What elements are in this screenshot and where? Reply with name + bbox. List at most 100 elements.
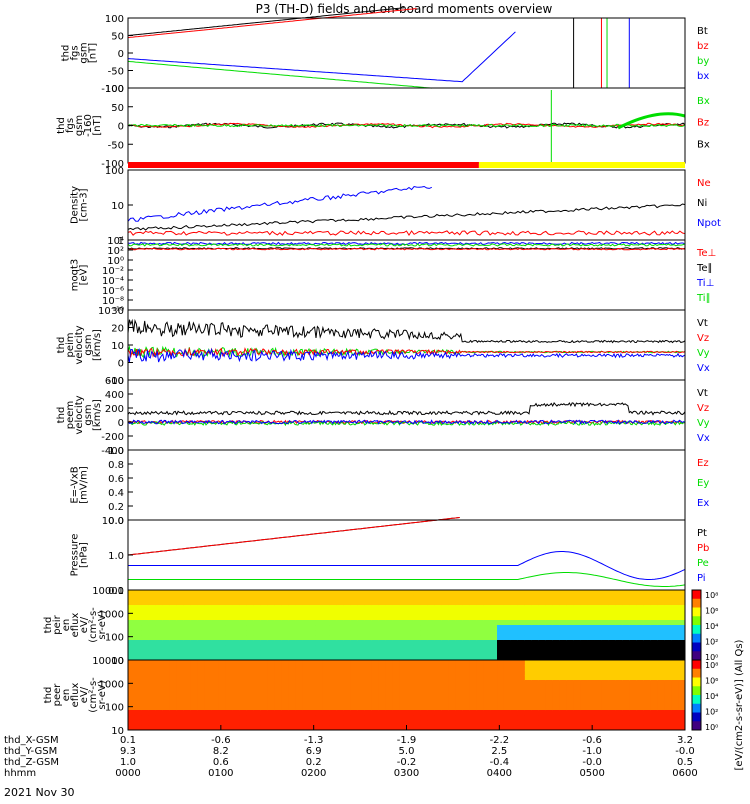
spectrogram-cell: [552, 690, 561, 696]
spectrogram-cell: [253, 675, 261, 681]
panel-temp-content: [127, 241, 686, 251]
spectrogram-cell: [531, 660, 540, 666]
spectrogram-cell: [629, 635, 637, 641]
spectrogram-cell: [350, 665, 359, 671]
spectrogram-cell: [566, 645, 575, 651]
spectrogram-cell: [128, 715, 136, 721]
spectrogram-cell: [566, 695, 575, 701]
spectrogram-cell: [399, 655, 407, 661]
spectrogram-cell: [406, 630, 414, 636]
spectrogram-cell: [218, 705, 226, 711]
spectrogram-cell: [483, 690, 491, 696]
spectrogram-cell: [448, 635, 456, 641]
spectrogram-cell: [336, 640, 345, 646]
spectrogram-cell: [134, 635, 143, 641]
spectrogram-cell: [204, 650, 213, 656]
spectrogram-cell: [580, 635, 589, 641]
spectrogram-cell: [678, 595, 686, 601]
spectrogram-cell: [246, 690, 254, 696]
spectrogram-cell: [650, 725, 658, 731]
spectrogram-cell: [608, 695, 616, 701]
spectrogram-cell: [455, 690, 463, 696]
spectrogram-cell: [329, 670, 338, 676]
spectrogram-cell: [497, 710, 505, 716]
spectrogram-cell: [678, 645, 686, 651]
spectrogram-cell: [490, 715, 498, 721]
spectrogram-cell: [427, 625, 435, 631]
spectrogram-cell: [267, 655, 275, 661]
spectrogram-cell: [622, 705, 630, 711]
spectrogram-cell: [434, 640, 442, 646]
y-tick-label: 100: [105, 14, 124, 25]
spectrogram-cell: [503, 670, 512, 676]
spectrogram-cell: [204, 710, 213, 716]
x-axis-row-label: thd_Y-GSM: [4, 746, 57, 757]
y-tick-label: 1: [118, 236, 124, 247]
spectrogram-cell: [531, 725, 540, 731]
spectrogram-cell: [552, 695, 561, 701]
spectrogram-cell: [141, 720, 150, 726]
spectrogram-cell: [413, 635, 421, 641]
spectrogram-cell: [274, 705, 282, 711]
spectrogram-cell: [239, 610, 247, 616]
spectrogram-cell: [657, 720, 665, 726]
spectrogram-cell: [204, 610, 213, 616]
spectrogram-cell: [288, 675, 296, 681]
spectrogram-cell: [469, 620, 477, 626]
spectrogram-cell: [218, 635, 226, 641]
spectrogram-cell: [671, 640, 679, 646]
spectrogram-cell: [629, 670, 637, 676]
spectrogram-cell: [295, 660, 303, 666]
spectrogram-cell: [406, 610, 414, 616]
spectrogram-cell: [657, 685, 665, 691]
spectrogram-cell: [490, 685, 498, 691]
x-axis-value: 0500: [579, 768, 604, 779]
spectrogram-cell: [559, 690, 568, 696]
spectrogram-cell: [253, 725, 261, 731]
spectrogram-cell: [552, 615, 561, 621]
spectrogram-cell: [357, 705, 366, 711]
x-axis-row-label: hhmm: [4, 768, 36, 779]
spectrogram-cell: [615, 645, 623, 651]
y-axis-label: (cm²-s-: [88, 607, 99, 643]
spectrogram-cell: [288, 720, 296, 726]
spectrogram-cell: [420, 660, 428, 666]
spectrogram-cell: [664, 720, 672, 726]
spectrogram-cell: [434, 605, 442, 611]
spectrogram-cell: [441, 700, 449, 706]
y-tick-label: 100: [105, 703, 124, 714]
spectrogram-cell: [225, 700, 233, 706]
spectrogram-cell: [399, 680, 407, 686]
spectrogram-cell: [218, 590, 226, 596]
spectrogram-cell: [406, 695, 414, 701]
spectrogram-cell: [490, 595, 498, 601]
spectrogram-cell: [580, 670, 589, 676]
spectrogram-cell: [211, 660, 220, 666]
spectrogram-cell: [601, 640, 609, 646]
spectrogram-cell: [420, 590, 428, 596]
spectrogram-cell: [650, 640, 658, 646]
spectrogram-cell: [469, 725, 477, 731]
spectrogram-cell: [392, 670, 401, 676]
spectrogram-cell: [239, 605, 247, 611]
x-axis-value: 6.9: [306, 746, 322, 757]
panels: 100500-50-100thdfgsgsm[nT]Btbzbybx100500…: [43, 7, 721, 737]
spectrogram-cell: [295, 620, 303, 626]
spectrogram-cell: [420, 705, 428, 711]
spectrogram-cell: [608, 605, 616, 611]
spectrogram-cell: [281, 675, 289, 681]
spectrogram-cell: [517, 710, 526, 716]
spectrogram-cell: [169, 615, 178, 621]
spectrogram-cell: [420, 650, 428, 656]
spectrogram-cell: [615, 705, 623, 711]
spectrogram-cell: [434, 715, 442, 721]
spectrogram-cell: [197, 665, 206, 671]
spectrogram-cell: [503, 590, 512, 596]
mode-bar-yellow: [478, 162, 685, 168]
spectrogram-cell: [169, 630, 178, 636]
spectrogram-cell: [483, 645, 491, 651]
spectrogram-cell: [302, 690, 310, 696]
spectrogram-cell: [573, 625, 582, 631]
spectrogram-cell: [503, 660, 512, 666]
